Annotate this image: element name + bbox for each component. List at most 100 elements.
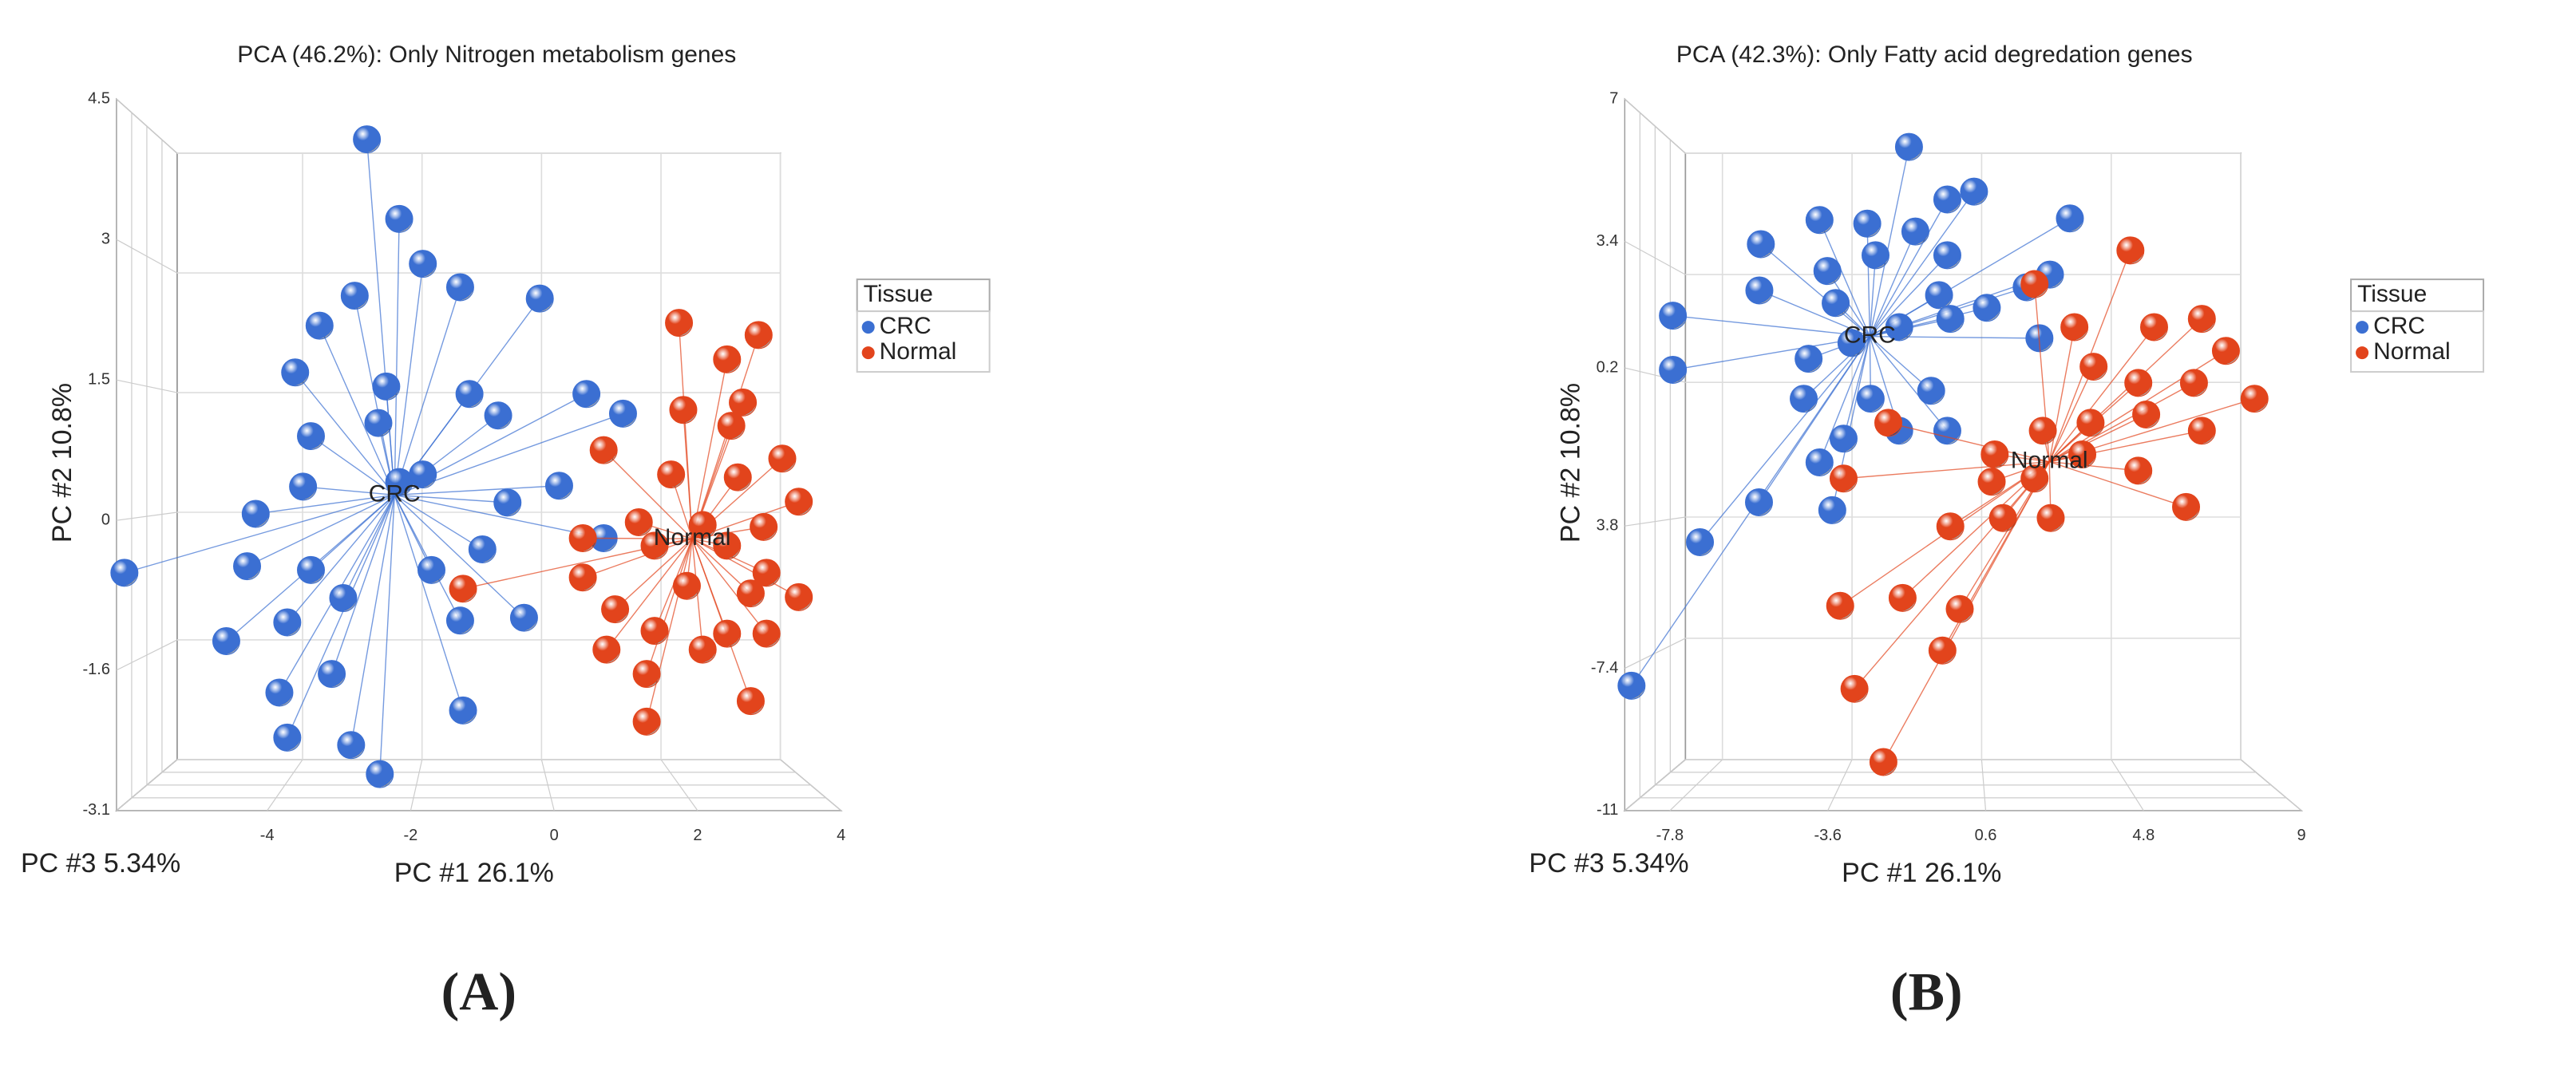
grid-line [116, 639, 178, 671]
y-tick-label: -3.1 [83, 801, 110, 819]
point [273, 723, 302, 752]
legend-swatch [2356, 321, 2369, 334]
grid-line [116, 759, 178, 811]
spoke [2048, 326, 2155, 463]
point [353, 125, 382, 154]
spoke [319, 325, 395, 496]
spoke [2049, 460, 2139, 472]
centroid-label: Normal [654, 524, 731, 551]
point [1933, 241, 1961, 270]
legend-swatch [2356, 346, 2369, 360]
spoke [394, 494, 508, 503]
spoke [287, 495, 395, 738]
point [1862, 241, 1889, 270]
point [337, 731, 366, 760]
spoke [582, 538, 693, 578]
spoke [1854, 461, 2050, 689]
y-tick-label: 3.4 [1597, 232, 1619, 250]
z-axis-label: PC #3 5.34% [21, 848, 180, 879]
point [212, 627, 240, 656]
point [1805, 206, 1834, 235]
point [568, 523, 597, 552]
x-axis-label: PC #1 26.1% [394, 858, 554, 888]
point [364, 409, 393, 437]
point [1936, 305, 1965, 334]
point [409, 250, 437, 278]
point [2079, 353, 2108, 381]
point [665, 309, 694, 338]
point [2124, 456, 2153, 485]
point [785, 488, 813, 516]
point [1977, 468, 2006, 496]
point [1829, 424, 1858, 453]
spoke [354, 295, 395, 496]
legend-body [2350, 310, 2485, 373]
legend-label: CRC [880, 313, 932, 339]
spoke [255, 494, 395, 515]
spoke [350, 495, 395, 745]
spoke [394, 485, 560, 496]
grid-line [540, 759, 555, 811]
spoke [287, 494, 395, 623]
point [2116, 236, 2145, 265]
point [744, 321, 773, 349]
spoke [1759, 290, 1870, 338]
point [2060, 313, 2089, 342]
point [1813, 257, 1842, 286]
point [265, 678, 294, 707]
grid-line [116, 98, 178, 154]
point [484, 401, 512, 430]
point [1936, 512, 1965, 541]
point [2211, 337, 2240, 365]
spoke [1869, 146, 1910, 337]
spoke [394, 286, 461, 496]
spoke [247, 494, 395, 567]
spoke [1700, 336, 1870, 543]
spoke [2049, 460, 2186, 508]
grid-line [1624, 516, 1686, 527]
point [736, 687, 765, 716]
point [2187, 417, 2216, 445]
x-tick-label: -7.8 [1656, 827, 1684, 844]
spoke [124, 494, 395, 574]
spoke [691, 538, 767, 634]
point [2172, 492, 2201, 521]
point [449, 575, 477, 603]
grid-line [780, 759, 842, 811]
point [445, 606, 474, 635]
spoke [1869, 191, 1975, 338]
y-tick-label: 3 [101, 230, 110, 247]
spoke [691, 538, 799, 598]
x-tick-label: 4.8 [2132, 827, 2155, 844]
point [672, 571, 701, 600]
spoke [330, 495, 395, 674]
point [1747, 230, 1775, 259]
point [289, 472, 318, 501]
point [2068, 440, 2097, 469]
spoke [1888, 422, 2050, 463]
point [669, 396, 698, 424]
grid-line [410, 759, 423, 811]
legend-box [2350, 278, 2485, 313]
point [1822, 289, 1850, 318]
y-tick-label: 0 [101, 511, 110, 528]
point [1988, 503, 2017, 532]
grid-line [1624, 98, 1686, 154]
point [1960, 177, 1988, 206]
point [241, 499, 270, 528]
point [1853, 209, 1882, 238]
point [589, 436, 618, 464]
point [1837, 329, 1866, 357]
y-tick-label: -1.6 [83, 661, 110, 678]
point [1829, 464, 1858, 493]
point [385, 204, 414, 233]
spoke [1866, 223, 1871, 337]
x-axis-label: PC #1 26.1% [1842, 858, 2001, 888]
grid-line [1624, 638, 1686, 669]
point [525, 284, 554, 313]
point [417, 555, 445, 584]
point [1745, 276, 1774, 305]
grid-line [1669, 759, 1723, 811]
grid-line [116, 379, 178, 393]
